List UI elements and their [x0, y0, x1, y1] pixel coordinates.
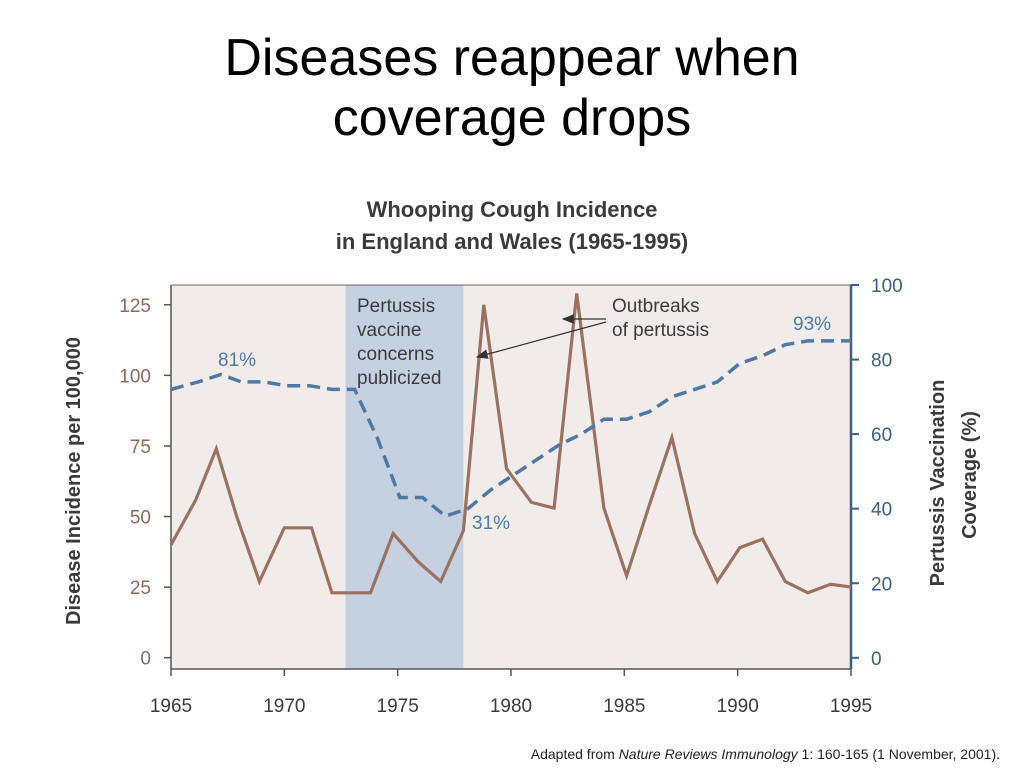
outbreak-arrow-1978	[475, 321, 607, 359]
right-axis-label-line-2: Coverage (%)	[959, 411, 981, 539]
x-tick-label: 1965	[150, 696, 192, 717]
slide-title-line-1: Diseases reappear when	[224, 29, 800, 87]
right-axis-label-line-1: Pertussis Vaccination	[927, 380, 949, 587]
concerns-annotation-line: Pertussis	[357, 296, 435, 317]
x-tick-label: 1975	[377, 696, 419, 717]
slide-title: Diseases reappear when coverage drops	[0, 28, 1024, 148]
concerns-highlight-band	[345, 285, 464, 669]
right-tick-label: 20	[871, 574, 892, 595]
concerns-annotation-line: publicized	[357, 368, 442, 389]
left-tick-label: 75	[130, 437, 151, 458]
left-tick-label: 50	[130, 508, 151, 529]
x-tick-label: 1985	[603, 696, 645, 717]
coverage-31-label: 31%	[472, 513, 510, 534]
caption-prefix: Adapted from	[530, 746, 619, 762]
left-axis-label: Disease Incidence per 100,000	[63, 337, 85, 625]
right-tick-label: 60	[871, 425, 892, 446]
source-caption: Adapted from Nature Reviews Immunology 1…	[531, 746, 1000, 762]
incidence-series-line	[169, 293, 852, 595]
outbreaks-annotation-line: Outbreaks	[612, 296, 700, 317]
right-tick-label: 40	[871, 500, 892, 521]
outbreaks-annotation-line: of pertussis	[612, 320, 709, 341]
right-tick-label: 100	[871, 276, 903, 297]
coverage-81-label: 81%	[218, 350, 256, 371]
left-tick-label: 25	[130, 578, 151, 599]
concerns-annotation-line: concerns	[357, 344, 434, 365]
x-tick-label: 1980	[490, 696, 532, 717]
chart-title-line-1: Whooping Cough Incidence	[366, 197, 658, 222]
coverage-93-label: 93%	[793, 314, 831, 335]
x-tick-label: 1990	[717, 696, 759, 717]
concerns-annotation-line: vaccine	[357, 320, 421, 341]
chart-title-line-2: in England and Wales (1965-1995)	[335, 229, 689, 254]
left-tick-label: 0	[140, 649, 151, 670]
caption-journal: Nature Reviews Immunology	[618, 746, 798, 762]
x-tick-label: 1970	[263, 696, 305, 717]
left-tick-label: 125	[119, 296, 151, 317]
chart-title: Whooping Cough Incidence in England and …	[0, 194, 1024, 258]
right-tick-label: 80	[871, 351, 892, 372]
left-tick-label: 100	[119, 366, 151, 387]
right-tick-label: 0	[871, 649, 882, 670]
x-tick-label: 1995	[830, 696, 872, 717]
caption-suffix: 1: 160-165 (1 November, 2001).	[797, 746, 1000, 762]
slide-title-line-2: coverage drops	[332, 89, 692, 147]
